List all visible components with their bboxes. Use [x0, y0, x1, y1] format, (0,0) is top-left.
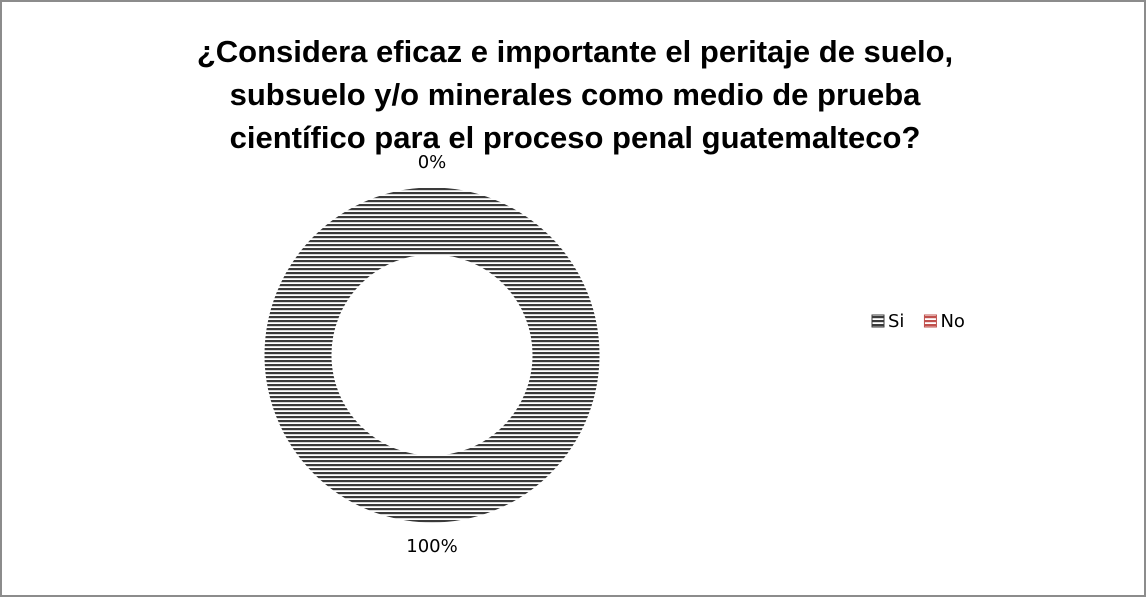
legend-swatch: [871, 314, 885, 328]
donut-segment: [263, 186, 601, 524]
legend-label: No: [940, 311, 964, 332]
legend-label: Si: [888, 311, 904, 332]
chart-title: ¿Considera eficaz e importante el perita…: [196, 34, 954, 155]
data-label: 0%: [418, 152, 447, 173]
data-label: 100%: [406, 536, 457, 557]
legend-swatch: [923, 314, 937, 328]
